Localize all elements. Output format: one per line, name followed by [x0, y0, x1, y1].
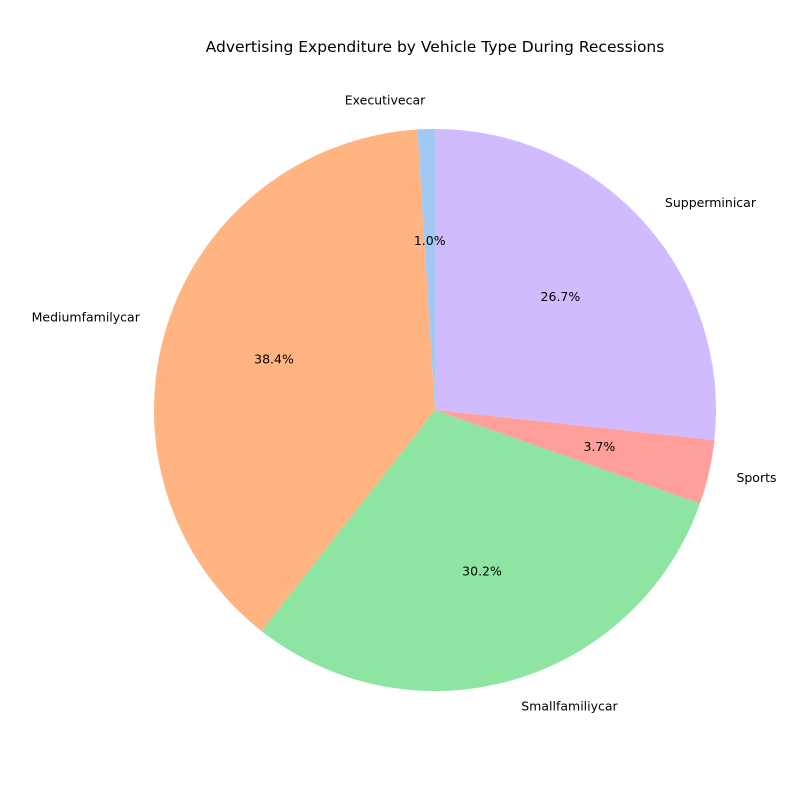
slice-percent-smallfamiliycar: 30.2%	[462, 563, 502, 578]
pie-slice-executivecar	[417, 129, 435, 410]
pie-slice-sports	[435, 410, 715, 504]
slice-percent-supperminicar: 26.7%	[541, 289, 581, 304]
slice-label-mediumfamilycar: Mediumfamilycar	[32, 310, 141, 325]
slice-label-smallfamiliycar: Smallfamiliycar	[521, 698, 618, 713]
slice-percent-executivecar: 1.0%	[414, 233, 446, 248]
slice-percent-mediumfamilycar: 38.4%	[254, 351, 294, 366]
pie-slices	[154, 129, 716, 691]
slice-percent-sports: 3.7%	[584, 439, 616, 454]
pie-labels: Executivecar 1.0% Mediumfamilycar 38.4% Smal…	[32, 93, 777, 714]
slice-label-sports: Sports	[736, 470, 776, 485]
chart-title: Advertising Expenditure by Vehicle Type …	[206, 38, 665, 56]
pie-slice-smallfamiliycar	[261, 410, 700, 691]
slice-label-supperminicar: Supperminicar	[665, 195, 757, 210]
slice-label-executivecar: Executivecar	[345, 93, 426, 108]
pie-slice-supperminicar	[435, 129, 716, 440]
pie-slice-mediumfamilycar	[154, 129, 435, 631]
